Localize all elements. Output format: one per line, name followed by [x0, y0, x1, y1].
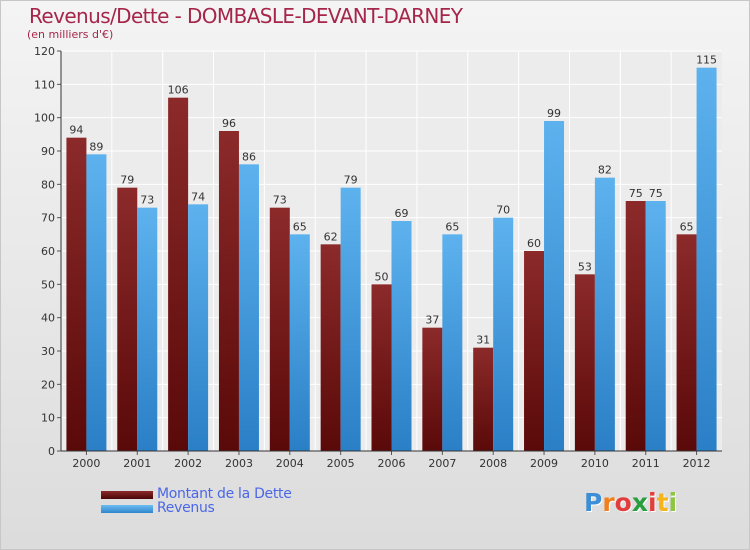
- x-tick-label: 2009: [530, 457, 558, 470]
- y-tick-label: 70: [41, 212, 55, 225]
- data-label-revenus-2001: 73: [140, 194, 154, 207]
- logo-letter: x: [631, 488, 648, 517]
- x-tick-label: 2004: [276, 457, 304, 470]
- bar-revenus-2010: [594, 177, 615, 451]
- y-tick-label: 50: [41, 278, 55, 291]
- legend-swatch-revenus: [101, 505, 153, 513]
- data-label-dette-2006: 50: [375, 270, 389, 283]
- x-tick-label: 2005: [327, 457, 355, 470]
- proxiti-logo: Proxiti: [584, 488, 677, 517]
- data-label-dette-2000: 94: [69, 124, 83, 137]
- y-tick-label: 80: [41, 178, 55, 191]
- bar-revenus-2011: [645, 201, 666, 451]
- data-label-revenus-2010: 82: [598, 164, 612, 177]
- bar-revenus-2001: [137, 207, 158, 451]
- legend-label-debt: Montant de la Dette: [157, 486, 292, 502]
- logo-letter: i: [648, 488, 657, 517]
- logo-letter: t: [656, 488, 669, 517]
- bar-revenus-2004: [289, 234, 310, 451]
- data-label-dette-2002: 106: [168, 84, 189, 97]
- data-label-dette-2007: 37: [425, 314, 439, 327]
- data-label-dette-2004: 73: [273, 194, 287, 207]
- bar-dette-2007: [422, 327, 443, 451]
- data-label-revenus-2006: 69: [395, 207, 409, 220]
- bar-revenus-2007: [442, 234, 463, 451]
- data-label-dette-2008: 31: [476, 334, 490, 347]
- data-label-revenus-2011: 75: [649, 187, 663, 200]
- y-tick-label: 0: [48, 445, 55, 458]
- y-tick-label: 90: [41, 145, 55, 158]
- data-label-revenus-2003: 86: [242, 150, 256, 163]
- data-label-dette-2005: 62: [324, 230, 338, 243]
- data-label-revenus-2009: 99: [547, 107, 561, 120]
- data-label-dette-2011: 75: [629, 187, 643, 200]
- bar-dette-2006: [371, 284, 392, 451]
- bar-dette-2012: [676, 234, 697, 451]
- data-label-revenus-2000: 89: [89, 140, 103, 153]
- bar-revenus-2005: [340, 187, 361, 451]
- bar-dette-2002: [168, 97, 189, 452]
- bar-dette-2009: [524, 251, 545, 451]
- bar-revenus-2012: [696, 67, 717, 452]
- y-tick-label: 60: [41, 245, 55, 258]
- chart-title: Revenus/Dette - DOMBASLE-DEVANT-DARNEY: [29, 4, 463, 28]
- data-label-dette-2003: 96: [222, 117, 236, 130]
- logo-letter: o: [614, 488, 632, 517]
- x-tick-label: 2000: [72, 457, 100, 470]
- y-tick-label: 40: [41, 312, 55, 325]
- bar-dette-2005: [320, 244, 341, 451]
- bar-revenus-2000: [86, 154, 107, 452]
- chart-subtitle: (en milliers d'€): [27, 28, 114, 41]
- bar-revenus-2002: [188, 204, 209, 451]
- x-tick-label: 2001: [123, 457, 151, 470]
- x-tick-label: 2003: [225, 457, 253, 470]
- y-tick-label: 110: [34, 78, 55, 91]
- data-label-dette-2010: 53: [578, 260, 592, 273]
- x-tick-label: 2011: [632, 457, 660, 470]
- bar-revenus-2003: [238, 164, 259, 452]
- y-tick-label: 20: [41, 378, 55, 391]
- bar-dette-2011: [625, 201, 646, 451]
- x-tick-label: 2008: [479, 457, 507, 470]
- y-tick-label: 10: [41, 412, 55, 425]
- x-tick-label: 2012: [683, 457, 711, 470]
- x-tick-label: 2010: [581, 457, 609, 470]
- bar-dette-2008: [473, 347, 494, 451]
- data-label-revenus-2007: 65: [445, 220, 459, 233]
- data-label-revenus-2004: 65: [293, 220, 307, 233]
- bar-revenus-2009: [544, 121, 565, 451]
- bar-revenus-2008: [493, 217, 514, 451]
- bar-dette-2001: [117, 187, 138, 451]
- x-tick-label: 2006: [378, 457, 406, 470]
- bar-revenus-2006: [391, 221, 412, 451]
- legend-swatch-debt: [101, 491, 153, 499]
- y-tick-label: 30: [41, 345, 55, 358]
- bar-dette-2010: [574, 274, 595, 451]
- y-tick-label: 120: [34, 45, 55, 58]
- data-label-revenus-2002: 74: [191, 190, 205, 203]
- data-label-dette-2012: 65: [680, 220, 694, 233]
- data-label-revenus-2012: 115: [696, 54, 717, 67]
- x-tick-label: 2002: [174, 457, 202, 470]
- x-tick-label: 2007: [428, 457, 456, 470]
- logo-letter: r: [602, 488, 615, 517]
- bar-dette-2000: [66, 137, 87, 451]
- logo-letter: i: [668, 488, 678, 517]
- data-label-dette-2001: 79: [120, 174, 134, 187]
- data-label-dette-2009: 60: [527, 237, 541, 250]
- data-label-revenus-2008: 70: [496, 204, 510, 217]
- logo-letter: P: [584, 488, 603, 517]
- bar-dette-2003: [218, 131, 239, 451]
- data-label-revenus-2005: 79: [344, 174, 358, 187]
- bar-dette-2004: [269, 207, 290, 451]
- legend-label-revenus: Revenus: [157, 500, 215, 516]
- y-tick-label: 100: [34, 112, 55, 125]
